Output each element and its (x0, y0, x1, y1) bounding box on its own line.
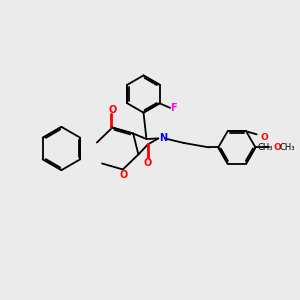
Text: CH₃: CH₃ (257, 143, 272, 152)
Text: CH₃: CH₃ (280, 143, 295, 152)
Text: F: F (170, 103, 177, 113)
Text: O: O (261, 134, 268, 142)
Text: O: O (144, 158, 152, 168)
Text: N: N (160, 134, 168, 143)
Text: O: O (109, 105, 117, 115)
Text: O: O (120, 170, 128, 180)
Text: O: O (273, 143, 281, 152)
